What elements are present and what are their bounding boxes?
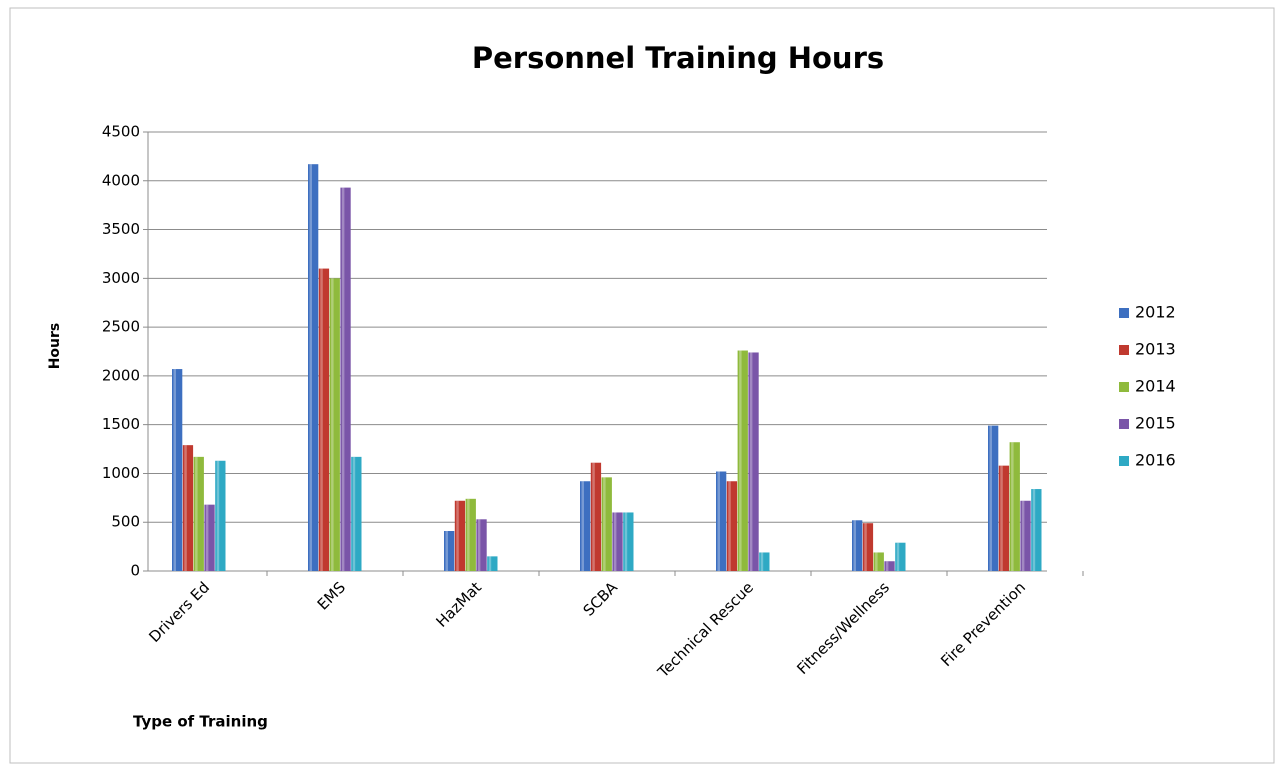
bar — [193, 456, 204, 571]
bar — [623, 512, 634, 571]
bar-highlight — [875, 552, 878, 571]
legend-swatch — [1119, 382, 1129, 392]
legend-label: 2016 — [1135, 451, 1176, 470]
bar — [716, 471, 727, 571]
legend-label: 2012 — [1135, 303, 1176, 322]
legend-label: 2015 — [1135, 414, 1176, 433]
legend-swatch — [1119, 419, 1129, 429]
bar — [476, 519, 487, 571]
y-tick-label: 4500 — [102, 123, 140, 141]
bar — [862, 523, 874, 571]
bar — [601, 477, 612, 571]
bar — [318, 268, 330, 571]
bar-highlight — [864, 523, 867, 571]
bar-highlight — [613, 512, 617, 571]
y-tick-label: 1000 — [102, 464, 140, 482]
bar-highlight — [184, 445, 187, 571]
legend-swatch — [1119, 456, 1129, 466]
bar-highlight — [885, 561, 889, 571]
bar-highlight — [896, 542, 900, 571]
bar — [172, 369, 183, 571]
bar-highlight — [581, 481, 584, 571]
bar — [444, 531, 455, 571]
bar — [748, 352, 759, 571]
bar — [884, 561, 895, 571]
bar — [204, 504, 215, 571]
bar-highlight — [1032, 489, 1036, 571]
y-tick-label: 3500 — [102, 220, 140, 238]
bar-highlight — [173, 369, 176, 571]
bar-highlight — [592, 462, 595, 571]
bar-highlight — [739, 350, 742, 571]
bar-highlight — [989, 425, 992, 571]
bar-highlight — [749, 352, 753, 571]
bar — [1031, 489, 1042, 571]
bar-highlight — [445, 531, 448, 571]
bar — [487, 556, 498, 571]
bar-highlight — [467, 498, 470, 571]
bar — [988, 425, 999, 571]
y-tick-label: 0 — [130, 562, 140, 580]
y-tick-label: 2500 — [102, 318, 140, 336]
bar-highlight — [1021, 500, 1025, 571]
bar-highlight — [603, 477, 606, 571]
chart-frame — [9, 7, 1275, 764]
bar-highlight — [341, 187, 345, 571]
bar-highlight — [717, 471, 720, 571]
bar — [1020, 500, 1031, 571]
bar — [1009, 442, 1020, 571]
bar-highlight — [760, 552, 764, 571]
bar — [726, 481, 738, 571]
bar-highlight — [352, 456, 356, 571]
bar — [454, 500, 466, 571]
bar-highlight — [216, 460, 220, 571]
bar — [873, 552, 884, 571]
bar — [895, 542, 906, 571]
bar-highlight — [195, 456, 198, 571]
bar — [308, 164, 319, 571]
chart-title: Personnel Training Hours — [472, 41, 884, 75]
bar-highlight — [488, 556, 492, 571]
bar — [465, 498, 476, 571]
y-axis-label: Hours — [47, 323, 63, 370]
y-tick-label: 4000 — [102, 171, 140, 189]
bar — [737, 350, 748, 571]
y-tick-label: 2000 — [102, 366, 140, 384]
bar — [612, 512, 623, 571]
y-tick-label: 500 — [111, 513, 140, 531]
bar-highlight — [853, 520, 856, 571]
bar-highlight — [456, 500, 459, 571]
legend-swatch — [1119, 345, 1129, 355]
legend-swatch — [1119, 308, 1129, 318]
bar-highlight — [728, 481, 731, 571]
legend-label: 2013 — [1135, 340, 1176, 359]
bar — [215, 460, 226, 571]
bar — [351, 456, 362, 571]
bar-highlight — [320, 268, 323, 571]
bar-highlight — [309, 164, 312, 571]
bar — [340, 187, 351, 571]
y-tick-label: 1500 — [102, 415, 140, 433]
bar — [759, 552, 770, 571]
bar — [998, 465, 1010, 571]
bar-highlight — [331, 278, 334, 571]
bar — [182, 445, 194, 571]
bar — [329, 278, 340, 571]
bar — [852, 520, 863, 571]
bar — [580, 481, 591, 571]
bar-highlight — [477, 519, 481, 571]
x-axis-label: Type of Training — [133, 713, 268, 731]
bar-highlight — [205, 504, 209, 571]
bar — [590, 462, 602, 571]
bar-highlight — [1011, 442, 1014, 571]
y-tick-label: 3000 — [102, 269, 140, 287]
legend-label: 2014 — [1135, 377, 1176, 396]
bar-highlight — [624, 512, 628, 571]
bar-highlight — [1000, 465, 1003, 571]
